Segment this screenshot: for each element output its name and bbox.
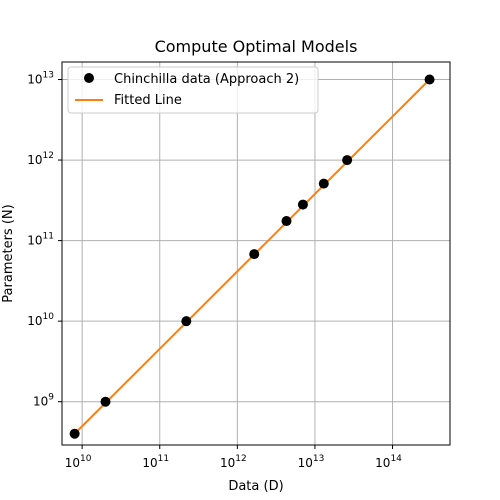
legend-box	[67, 66, 319, 114]
legend-label-line: Fitted Line	[114, 93, 182, 108]
legend-label-scatter: Chinchilla data (Approach 2)	[114, 72, 299, 87]
x-tick-base: 10	[220, 456, 235, 470]
y-tick-label: 1010	[27, 312, 54, 328]
x-tick-label: 1010	[65, 454, 92, 470]
x-tick-label: 1014	[375, 454, 402, 470]
y-tick-base: 10	[27, 314, 42, 328]
y-tick-label: 1012	[27, 151, 54, 167]
y-tick-exponent: 11	[43, 232, 54, 242]
data-point	[318, 178, 329, 189]
data-point	[100, 396, 111, 407]
y-tick-base: 10	[27, 153, 42, 167]
plot-frame	[61, 61, 451, 446]
grid	[62, 62, 450, 445]
chart-title: Compute Optimal Models	[155, 37, 358, 56]
y-tick-label: 1011	[27, 232, 54, 248]
legend: Chinchilla data (Approach 2) Fitted Line	[67, 66, 319, 114]
data-point	[342, 155, 353, 166]
x-tick-base: 10	[142, 456, 157, 470]
y-tick-exponent: 13	[43, 71, 54, 81]
x-tick-label: 1011	[142, 454, 169, 470]
x-tick-exponent: 10	[80, 454, 92, 464]
y-tick-label: 109	[33, 393, 54, 409]
x-tick-base: 10	[65, 456, 80, 470]
y-tick-label: 1013	[27, 71, 54, 87]
data-point	[281, 216, 292, 227]
y-tick-exponent: 9	[48, 393, 54, 403]
x-axis-label: Data (D)	[228, 479, 283, 494]
data-point	[297, 199, 308, 210]
x-tick-exponent: 13	[313, 454, 324, 464]
y-tick-exponent: 12	[43, 151, 54, 161]
data-point	[69, 428, 80, 439]
x-tick-exponent: 14	[390, 454, 402, 464]
x-tick-label: 1012	[220, 454, 247, 470]
y-tick-base: 10	[33, 395, 48, 409]
x-tick-base: 10	[298, 456, 313, 470]
legend-marker-scatter	[84, 73, 94, 83]
data-point	[249, 249, 260, 260]
y-tick-base: 10	[27, 234, 42, 248]
x-axis-ticks: 1010 1011 1012 1013 1014	[65, 445, 402, 470]
data-point	[181, 316, 192, 327]
y-axis-label: Parameters (N)	[1, 204, 16, 302]
y-tick-exponent: 10	[43, 312, 55, 322]
x-tick-base: 10	[375, 456, 390, 470]
x-tick-label: 1013	[298, 454, 325, 470]
x-tick-exponent: 11	[158, 454, 169, 464]
x-tick-exponent: 12	[235, 454, 246, 464]
data-point	[424, 74, 435, 85]
scatter-points-layer	[69, 74, 435, 439]
y-tick-base: 10	[27, 73, 42, 87]
